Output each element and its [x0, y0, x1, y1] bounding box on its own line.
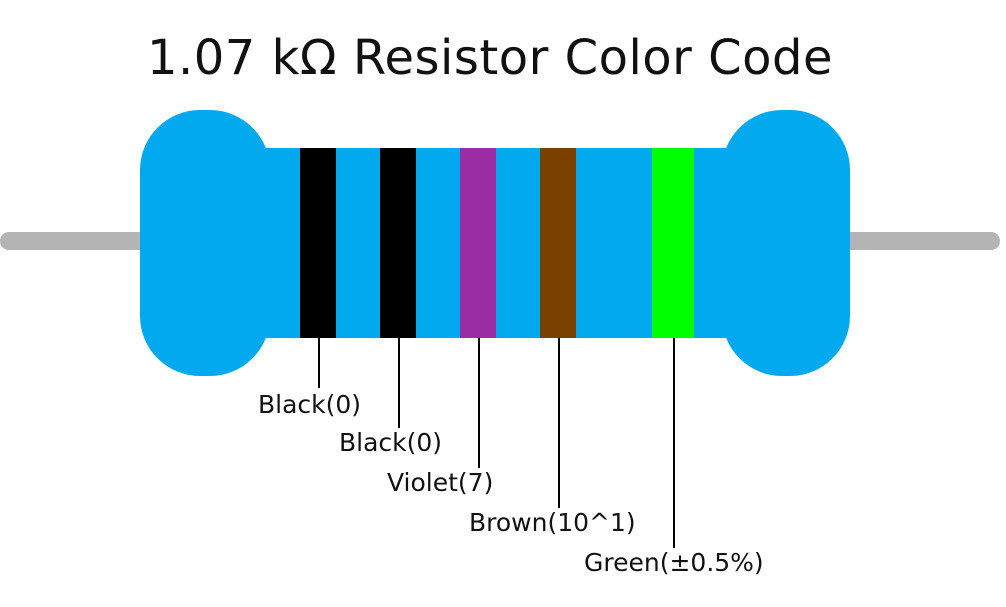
- leader-line-5: [673, 338, 675, 548]
- band-label-3: Violet(7): [387, 468, 494, 497]
- left-lead-wire: [0, 232, 160, 250]
- band-label-4: Brown(10^1): [469, 508, 636, 537]
- color-band-3: [460, 148, 496, 338]
- diagram-title: 1.07 kΩ Resistor Color Code: [146, 30, 834, 86]
- band-label-1: Black(0): [258, 390, 362, 419]
- leader-line-4: [558, 338, 560, 508]
- color-band-2: [380, 148, 416, 338]
- leader-line-3: [478, 338, 480, 468]
- leader-line-2: [398, 338, 400, 428]
- band-label-5: Green(±0.5%): [584, 548, 764, 577]
- right-lead-wire: [830, 232, 1000, 250]
- leader-line-1: [318, 338, 320, 388]
- color-band-5: [652, 148, 694, 338]
- band-label-2: Black(0): [339, 428, 443, 457]
- color-band-4: [540, 148, 576, 338]
- color-band-1: [300, 148, 336, 338]
